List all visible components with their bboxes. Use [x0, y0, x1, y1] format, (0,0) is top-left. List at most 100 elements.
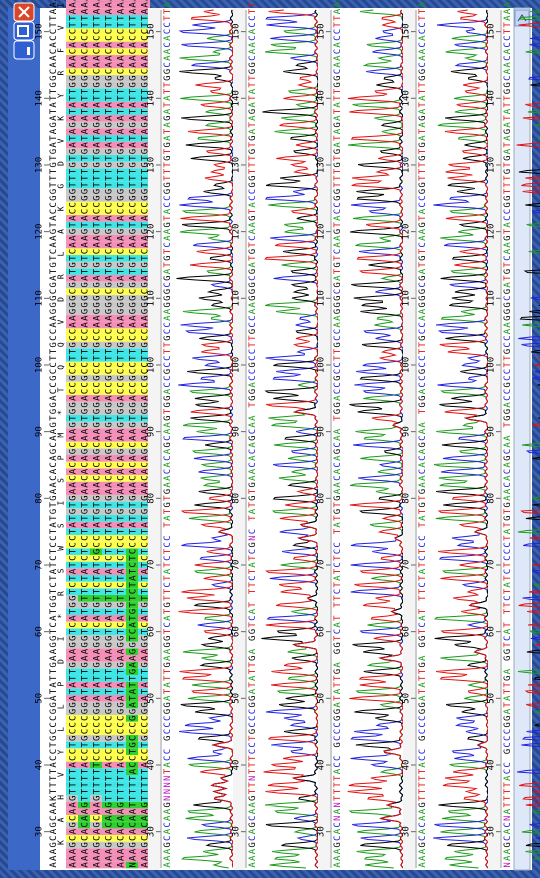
base: A	[333, 395, 343, 401]
base: C	[333, 542, 343, 547]
base: A	[104, 142, 114, 148]
base: T	[80, 135, 90, 141]
base: A	[248, 562, 258, 568]
base: C	[248, 575, 258, 580]
base: A	[68, 322, 78, 328]
base: T	[418, 162, 428, 168]
minimize-button[interactable]	[14, 41, 34, 59]
base: C	[418, 622, 428, 627]
base: T	[503, 588, 513, 594]
base: C	[116, 582, 126, 587]
base: A	[104, 242, 114, 248]
base: T	[418, 628, 428, 634]
ruler-label: 40	[317, 760, 327, 771]
base: G	[503, 716, 513, 721]
base: T	[92, 155, 102, 161]
base: C	[116, 716, 126, 721]
base: C	[128, 202, 138, 207]
base: A	[503, 708, 513, 714]
base	[503, 615, 513, 620]
base: G	[333, 302, 343, 307]
base: C	[68, 555, 78, 560]
base: G	[248, 495, 258, 500]
base	[333, 749, 343, 754]
base: T	[80, 668, 90, 674]
base: C	[418, 555, 428, 560]
scroll-right-button[interactable]	[515, 10, 529, 26]
ruler-label: 120	[35, 224, 45, 240]
base: A	[92, 235, 102, 241]
base: G	[92, 822, 102, 827]
base: G	[128, 149, 138, 154]
base: A	[92, 275, 102, 281]
base: C	[248, 462, 258, 467]
base: C	[128, 389, 138, 394]
base: A	[503, 848, 513, 854]
base: G	[80, 802, 90, 807]
base: C	[418, 195, 428, 200]
base: A	[116, 488, 126, 494]
base: G	[418, 736, 428, 741]
base: C	[248, 836, 258, 841]
base: A	[68, 102, 78, 108]
panel-ruler-bg	[233, 8, 245, 870]
base: T	[128, 515, 138, 521]
base: C	[116, 822, 126, 827]
maximize-button[interactable]	[14, 22, 34, 40]
base: A	[92, 128, 102, 134]
base: G	[68, 709, 78, 714]
base: C	[248, 816, 258, 821]
base: A	[128, 768, 138, 774]
base: A	[92, 55, 102, 61]
ruler-label: 90	[487, 426, 497, 437]
base: A	[248, 648, 258, 654]
base: G	[92, 409, 102, 414]
base: T	[163, 628, 173, 634]
base: C	[163, 836, 173, 841]
alignment-sequence: NAAGCACAATTTTTACCTGCCCGGATATTGAAGGTCATGT…	[128, 0, 138, 868]
base: G	[92, 229, 102, 234]
base: A	[333, 848, 343, 854]
base: A	[92, 482, 102, 488]
horizontal-scrollbar[interactable]	[514, 8, 530, 870]
base: T	[104, 502, 114, 508]
base: A	[104, 55, 114, 61]
base: C	[333, 249, 343, 254]
base: T	[333, 568, 343, 574]
base: A	[80, 322, 90, 328]
base: A	[248, 828, 258, 834]
base: T	[163, 168, 173, 174]
base: T	[104, 575, 114, 581]
base: A	[418, 428, 428, 434]
close-button[interactable]	[14, 3, 34, 21]
base: T	[248, 568, 258, 574]
base: C	[104, 749, 114, 754]
base: A	[92, 682, 102, 688]
base: G	[80, 422, 90, 427]
base: T	[116, 155, 126, 161]
base: T	[116, 268, 126, 274]
base: T	[116, 502, 126, 508]
base: G	[116, 149, 126, 154]
base: A	[503, 828, 513, 834]
base: A	[104, 828, 114, 834]
base: T	[104, 675, 114, 681]
base: A	[128, 115, 138, 121]
base: C	[68, 209, 78, 214]
base: T	[248, 662, 258, 668]
base: G	[333, 342, 343, 347]
base: G	[80, 262, 90, 267]
base: A	[68, 2, 78, 8]
base: A	[418, 695, 428, 701]
base: G	[104, 122, 114, 127]
base: T	[92, 562, 102, 568]
base: C	[163, 322, 173, 327]
base: G	[333, 189, 343, 194]
base: A	[104, 275, 114, 281]
base: A	[333, 215, 343, 221]
called-sequence: AAAGCAGCAAGTTNTTTCCTGCCCGGATATTGA GGTCAT…	[248, 0, 258, 868]
base: T	[92, 502, 102, 508]
base: C	[92, 462, 102, 467]
base: C	[503, 42, 513, 47]
base: A	[128, 55, 138, 61]
